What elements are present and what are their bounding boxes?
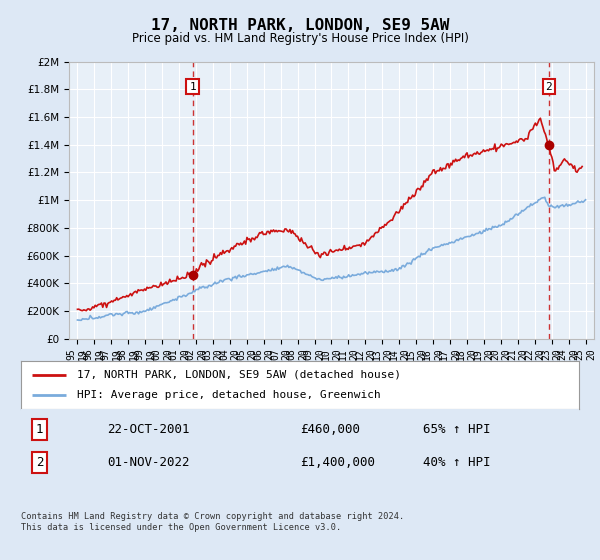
Text: HPI: Average price, detached house, Greenwich: HPI: Average price, detached house, Gree…: [77, 390, 380, 400]
Text: 01-NOV-2022: 01-NOV-2022: [107, 456, 190, 469]
Text: Contains HM Land Registry data © Crown copyright and database right 2024.
This d: Contains HM Land Registry data © Crown c…: [21, 512, 404, 532]
Text: Price paid vs. HM Land Registry's House Price Index (HPI): Price paid vs. HM Land Registry's House …: [131, 31, 469, 45]
Text: 17, NORTH PARK, LONDON, SE9 5AW (detached house): 17, NORTH PARK, LONDON, SE9 5AW (detache…: [77, 370, 401, 380]
Text: £460,000: £460,000: [300, 423, 360, 436]
Text: 2: 2: [35, 456, 43, 469]
Text: 22-OCT-2001: 22-OCT-2001: [107, 423, 190, 436]
Text: 40% ↑ HPI: 40% ↑ HPI: [423, 456, 490, 469]
Text: £1,400,000: £1,400,000: [300, 456, 375, 469]
Text: 1: 1: [35, 423, 43, 436]
Text: 1: 1: [189, 82, 196, 91]
Text: 65% ↑ HPI: 65% ↑ HPI: [423, 423, 490, 436]
Text: 17, NORTH PARK, LONDON, SE9 5AW: 17, NORTH PARK, LONDON, SE9 5AW: [151, 18, 449, 32]
Text: 2: 2: [545, 82, 552, 91]
